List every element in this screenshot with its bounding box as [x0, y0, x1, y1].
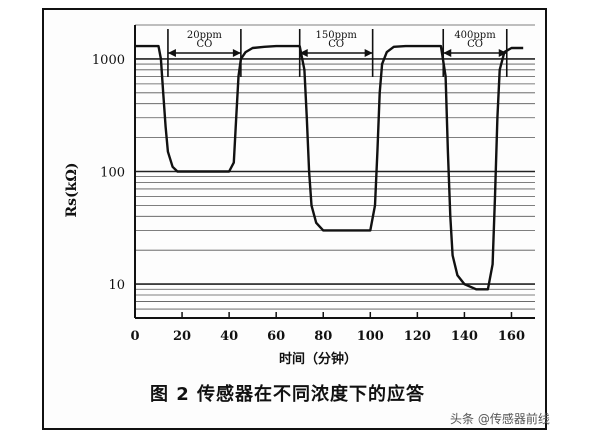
x-tick-label: 100 [357, 329, 384, 344]
x-tick-label: 140 [451, 329, 478, 344]
x-tick-label: 60 [267, 329, 285, 344]
figure-caption: 图 2 传感器在不同浓度下的应答 [150, 384, 426, 405]
y-tick-label: 100 [100, 166, 125, 181]
x-axis-label: 时间（分钟） [279, 351, 357, 367]
annotation-label: CO [467, 39, 483, 50]
x-tick-label: 80 [314, 329, 332, 344]
y-tick-label: 1000 [92, 53, 125, 68]
y-tick-label: 10 [108, 278, 125, 293]
x-tick-label: 120 [404, 329, 431, 344]
axis-labels: Rs(kΩ) 时间（分钟） [64, 163, 357, 367]
annotation-label: 20ppm [187, 30, 223, 41]
x-tick-label: 40 [220, 329, 238, 344]
x-tick-label: 160 [498, 329, 525, 344]
x-tick-label: 20 [173, 329, 191, 344]
annotation-arrow-left [167, 49, 176, 57]
watermark: 头条 @传感器前线 [450, 412, 550, 426]
response-series-line [135, 44, 524, 291]
annotation-arrow-right [498, 49, 507, 57]
annotation-arrow-left [299, 49, 308, 57]
annotation-arrow-right [364, 49, 373, 57]
series-layer [135, 44, 524, 291]
annotation-arrow-left [443, 49, 452, 57]
axes: 0 20 40 60 80 100 120 140 160 10 100 1000 [92, 25, 535, 344]
annotation-label: CO [328, 39, 344, 50]
annotation-label: CO [196, 39, 212, 50]
figure-frame [42, 8, 547, 430]
x-tick-label: 0 [130, 329, 139, 344]
annotation-label: 150ppm [315, 30, 357, 41]
y-axis-label: Rs(kΩ) [64, 163, 80, 218]
annotation-label: 400ppm [454, 30, 496, 41]
annotation-arrow-right [232, 49, 241, 57]
